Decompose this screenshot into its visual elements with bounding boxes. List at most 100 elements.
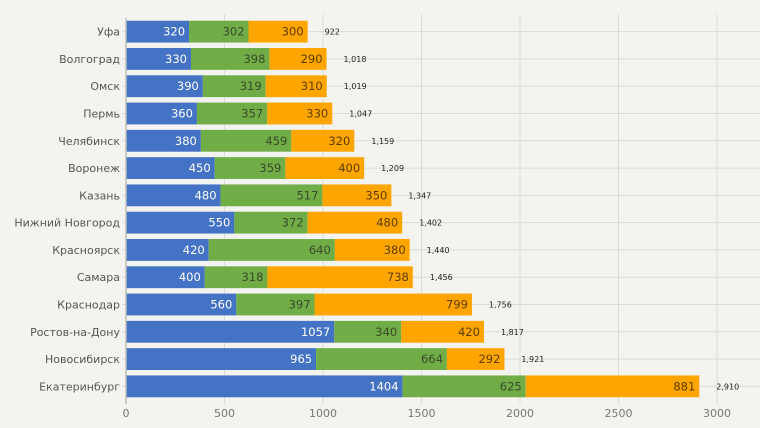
- bar-segment-series-2: [202, 75, 266, 98]
- bar-segment-series-3: [401, 320, 484, 343]
- bar-data-label: 340: [375, 325, 397, 339]
- bar-data-label: 398: [243, 52, 265, 66]
- bar-data-label: 400: [338, 161, 360, 175]
- bar-data-label: 550: [208, 216, 230, 230]
- bar-segment-series-2: [220, 184, 323, 207]
- bar-data-label: 320: [328, 134, 350, 148]
- bar-data-label: 664: [421, 352, 443, 366]
- bar-data-label: 450: [189, 161, 211, 175]
- category-label: Самара: [77, 271, 120, 284]
- total-label: 1,456: [430, 273, 453, 282]
- bar-data-label: 359: [259, 161, 281, 175]
- bar-segment-series-1: [126, 266, 205, 289]
- bar-segment-series-1: [126, 129, 201, 152]
- bar-segment-series-1: [126, 184, 221, 207]
- bar-segment-series-2: [191, 48, 270, 70]
- bar-data-label: 517: [296, 188, 318, 202]
- category-label: Новосибирск: [45, 353, 120, 366]
- total-label: 1,047: [349, 110, 372, 119]
- category-labels: Уфа Волгоград Омск Пермь Челябинск Воронеж Каз…: [14, 26, 120, 394]
- total-label: 1,440: [427, 246, 450, 255]
- category-label: Казань: [79, 189, 120, 202]
- total-label: 1,921: [521, 355, 544, 364]
- bar-data-label: 799: [446, 298, 468, 312]
- category-label: Волгоград: [59, 53, 120, 66]
- bar-segment-series-3: [265, 75, 327, 98]
- bar-data-label: 625: [500, 379, 522, 393]
- bar-segment-series-3: [267, 266, 413, 289]
- bar-segment-series-1: [126, 157, 215, 179]
- bar-segment-series-1: [126, 239, 209, 261]
- category-label: Омск: [90, 80, 120, 93]
- bar-segment-series-2: [316, 348, 447, 370]
- bar-segment-series-3: [269, 48, 327, 70]
- bar-data-label: 372: [282, 216, 304, 230]
- bar-data-label: 560: [210, 298, 232, 312]
- category-label: Екатеринбург: [39, 380, 120, 393]
- bar-data-label: 292: [478, 352, 500, 366]
- bar-data-label: 302: [223, 25, 245, 39]
- bar-data-label: 420: [183, 243, 205, 257]
- bar-segment-series-1: [126, 20, 190, 43]
- bar-segment-series-2: [234, 211, 308, 234]
- bar-segment-series-1: [126, 293, 237, 316]
- category-label: Ростов-на-Дону: [30, 326, 120, 339]
- bar-data-label: 300: [282, 25, 304, 39]
- category-label: Краснодар: [57, 299, 120, 312]
- bar-data-label: 420: [458, 325, 480, 339]
- category-label: Красноярск: [52, 244, 120, 257]
- bar-data-label: 318: [241, 270, 263, 284]
- bar-data-label: 965: [290, 352, 312, 366]
- bar-segment-series-3: [307, 211, 403, 234]
- bar-segment-series-3: [334, 239, 410, 261]
- bar-segment-series-2: [200, 129, 292, 152]
- category-label: Нижний Новгород: [14, 217, 120, 230]
- bar-segment-series-3: [322, 184, 392, 207]
- bar-segment-series-2: [208, 239, 335, 261]
- bar-data-label: 360: [171, 107, 193, 121]
- total-label: 1,018: [344, 55, 367, 64]
- total-label: 1,209: [381, 164, 404, 173]
- bar-data-label: 290: [301, 52, 323, 66]
- bar-data-label: 480: [376, 216, 398, 230]
- total-label: 1,756: [489, 301, 512, 310]
- total-label: 2,910: [716, 382, 739, 391]
- total-label: 1,817: [501, 328, 524, 337]
- bar-segment-series-1: [126, 348, 317, 370]
- total-label: 1,019: [344, 82, 367, 91]
- bar-segment-series-1: [126, 211, 235, 234]
- bar-segment-series-1: [126, 320, 335, 343]
- bar-segment-series-3: [525, 375, 700, 398]
- total-label: 1,402: [419, 219, 442, 228]
- bar-data-label: 400: [179, 270, 201, 284]
- bar-data-label: 640: [309, 243, 331, 257]
- bar-segment-series-2: [189, 20, 249, 43]
- category-label: Воронеж: [68, 162, 120, 175]
- bar-segment-series-1: [126, 375, 403, 398]
- bar-segment-series-2: [402, 375, 526, 398]
- x-tick-label: 0: [123, 407, 130, 420]
- category-label: Челябинск: [58, 135, 120, 148]
- x-tick-label: 3000: [703, 407, 731, 420]
- bar-segment-series-3: [314, 293, 472, 316]
- total-label: 922: [325, 28, 340, 37]
- bar-segment-series-2: [196, 102, 268, 125]
- bar-data-label: 320: [163, 25, 185, 39]
- bar-segment-series-2: [214, 157, 286, 179]
- bar-data-label: 380: [175, 134, 197, 148]
- bar-segment-series-2: [334, 320, 402, 343]
- bar-data-label: 1057: [301, 325, 330, 339]
- bar-data-label: 480: [195, 188, 217, 202]
- bar-data-label: 330: [165, 52, 187, 66]
- total-label: 1,159: [371, 137, 394, 146]
- x-tick-label: 500: [214, 407, 235, 420]
- x-tick-label: 1000: [309, 407, 337, 420]
- bar-data-label: 357: [241, 107, 263, 121]
- bar-segment-series-1: [126, 48, 192, 70]
- bar-segment-series-3: [291, 129, 355, 152]
- bar-segment-series-2: [236, 293, 315, 316]
- bar-segment-series-2: [204, 266, 268, 289]
- bar-data-label: 319: [240, 79, 262, 93]
- gridlines: [122, 14, 760, 404]
- bar-data-label: 330: [306, 107, 328, 121]
